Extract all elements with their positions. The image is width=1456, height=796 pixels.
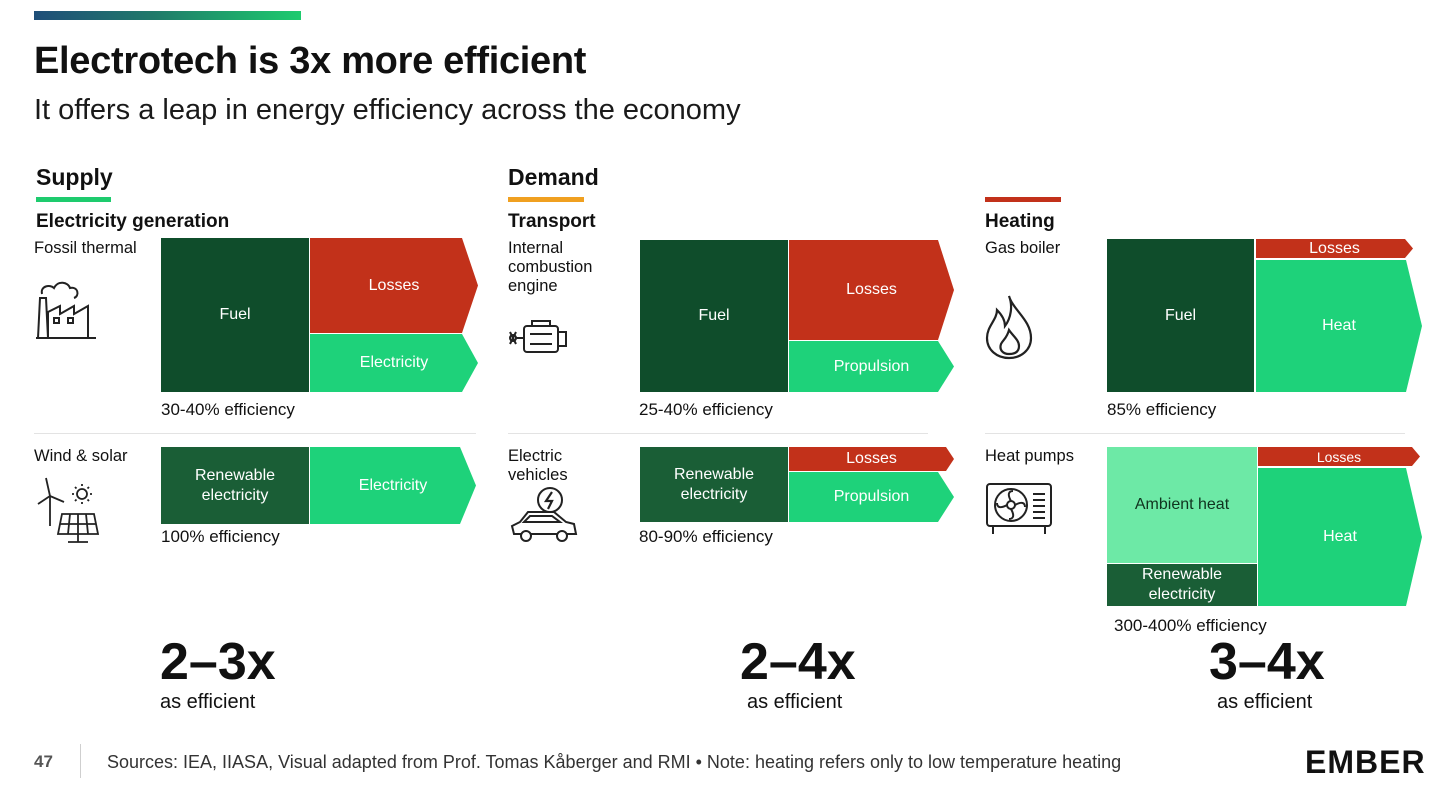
wind-solar-electricity-block: Electricity (310, 447, 476, 524)
ev-tech-label: Electric vehicles (508, 447, 568, 484)
electric-car-icon (510, 487, 578, 542)
fossil-efficiency: 30-40% efficiency (161, 400, 295, 419)
supply-multiplier-label: as efficient (160, 691, 256, 713)
ev-input-block: Renewable electricity (640, 447, 788, 522)
fossil-electricity-block: Electricity (310, 334, 478, 392)
heatpump-tech-label: Heat pumps (985, 447, 1074, 465)
ice-efficiency: 25-40% efficiency (639, 400, 773, 419)
ember-logo-text: EMBER (1305, 744, 1426, 780)
heating-accent-bar (985, 197, 1061, 202)
wind-solar-icon (37, 477, 100, 543)
heatpump-input-block: Renewable electricity (1107, 564, 1257, 606)
heating-category: Heating (985, 211, 1055, 232)
supply-heading: Supply (36, 164, 113, 190)
demand-multiplier: 2–4x (740, 633, 856, 691)
demand-divider (508, 433, 928, 434)
boiler-losses-block: Losses (1256, 239, 1413, 258)
top-accent-bar (34, 11, 301, 20)
footer-sources: Sources: IEA, IIASA, Visual adapted from… (107, 752, 1122, 772)
supply-category: Electricity generation (36, 211, 230, 232)
boiler-efficiency: 85% efficiency (1107, 400, 1217, 419)
heatpump-heat-block: Heat (1258, 468, 1422, 606)
wind-solar-input-block: Renewable electricity (161, 447, 309, 524)
factory-icon (36, 281, 96, 339)
page-title: Electrotech is 3x more efficient (34, 40, 587, 82)
flame-icon (985, 295, 1033, 360)
heating-multiplier-label: as efficient (1217, 691, 1313, 713)
heating-multiplier: 3–4x (1209, 633, 1325, 691)
heating-divider (985, 433, 1405, 434)
supply-divider (34, 433, 476, 434)
page-number: 47 (34, 752, 53, 771)
ice-propulsion-block: Propulsion (789, 341, 954, 392)
heatpump-efficiency: 300-400% efficiency (1114, 616, 1267, 635)
ev-efficiency: 80-90% efficiency (639, 527, 773, 546)
engine-icon (509, 320, 567, 353)
boiler-heat-block: Heat (1256, 260, 1422, 392)
ice-fuel-block: Fuel (640, 240, 788, 392)
demand-multiplier-label: as efficient (747, 691, 843, 713)
heat-pump-icon (986, 483, 1052, 534)
supply-multiplier: 2–3x (160, 633, 276, 691)
heatpump-losses-block: Losses (1258, 447, 1420, 466)
footer-divider (80, 744, 81, 778)
demand-category: Transport (508, 211, 596, 232)
ember-logo: EMBER (1305, 744, 1426, 781)
supply-accent-bar (36, 197, 111, 202)
wind-solar-efficiency: 100% efficiency (161, 527, 280, 546)
boiler-tech-label: Gas boiler (985, 239, 1061, 257)
fossil-tech-label: Fossil thermal (34, 239, 137, 257)
demand-accent-bar (508, 197, 584, 202)
fossil-fuel-block: Fuel (161, 238, 309, 392)
boiler-fuel-block: Fuel (1107, 239, 1254, 392)
ev-losses-block: Losses (789, 447, 954, 471)
ice-losses-block: Losses (789, 240, 954, 340)
wind-solar-tech-label: Wind & solar (34, 447, 128, 465)
fossil-losses-block: Losses (310, 238, 478, 333)
page-subtitle: It offers a leap in energy efficiency ac… (34, 94, 741, 126)
heatpump-ambient-block: Ambient heat (1107, 447, 1257, 563)
ice-tech-label: Internal combustion engine (508, 239, 593, 295)
demand-heading: Demand (508, 164, 599, 190)
ev-propulsion-block: Propulsion (789, 472, 954, 522)
